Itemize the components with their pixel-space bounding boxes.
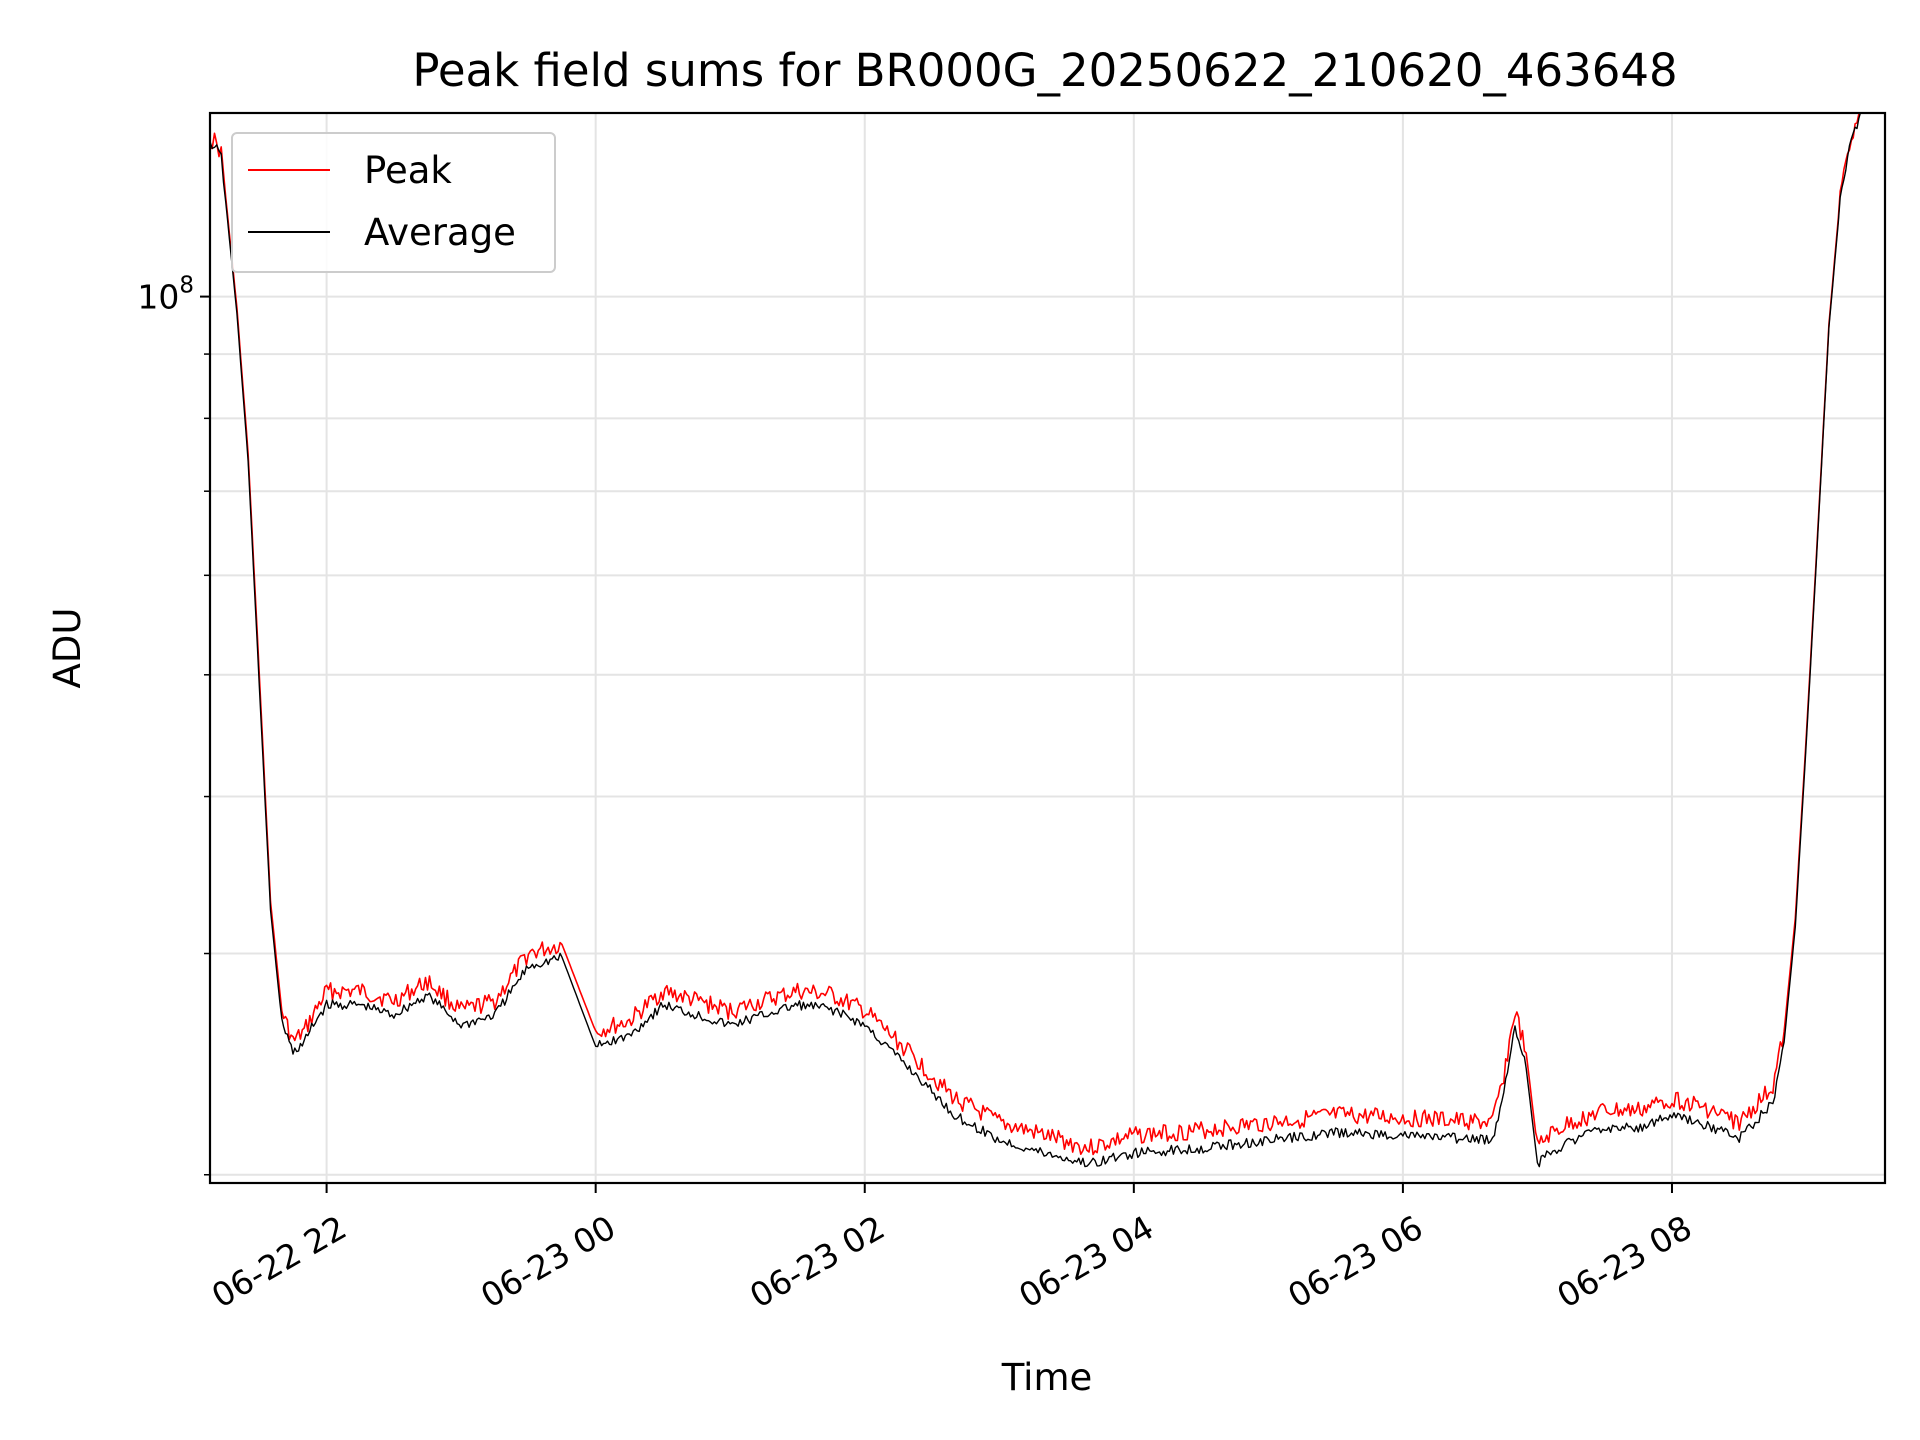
plot-frame [208, 111, 1887, 1185]
series-line-average [210, 113, 1863, 1168]
y-axis-label: ADU [46, 608, 89, 689]
legend-label-average: Average [364, 211, 516, 254]
y-tick-label-base: 10 [137, 278, 179, 317]
legend: Peak Average [231, 132, 556, 273]
y-axis: 108 [137, 273, 210, 1176]
grid-lines [210, 113, 1885, 1183]
legend-label-peak: Peak [364, 149, 452, 192]
x-axis-label: Time [1001, 1356, 1093, 1399]
legend-box [231, 132, 556, 273]
series-line-peak [210, 113, 1863, 1156]
y-tick-label: 108 [137, 273, 194, 317]
chart-title: Peak field sums for BR000G_20250622_2106… [412, 44, 1677, 97]
y-tick-label-exponent: 8 [179, 273, 194, 299]
plot-lines [210, 113, 1863, 1168]
